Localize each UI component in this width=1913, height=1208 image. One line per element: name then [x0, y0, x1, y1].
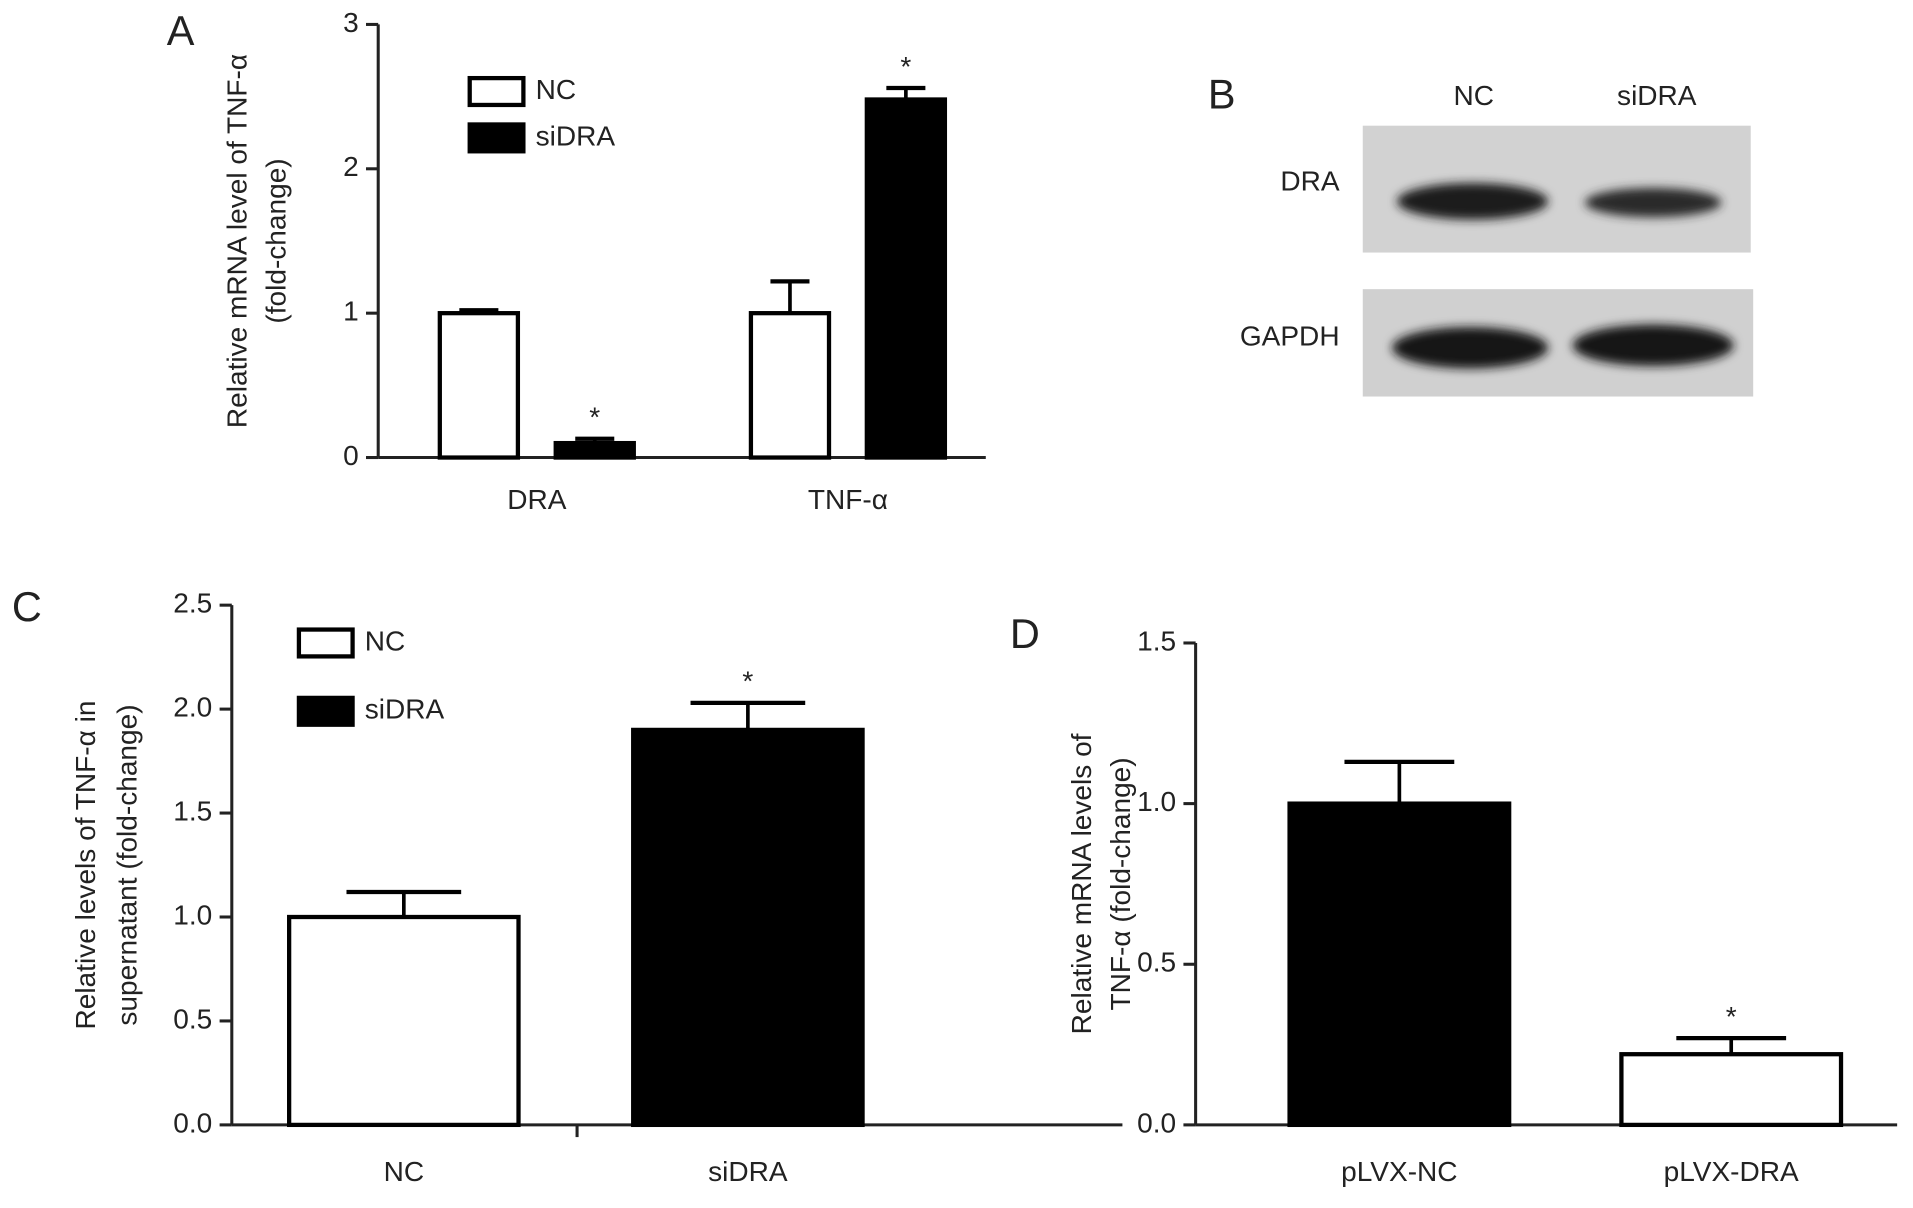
y-tick-label: 3	[343, 7, 359, 38]
legend-swatch	[467, 122, 526, 154]
x-tick-label: siDRA	[708, 1156, 788, 1187]
y-axis-label: Relative levels of TNF-α in	[70, 701, 101, 1030]
bar	[287, 914, 521, 1128]
y-tick-label: 0	[343, 440, 359, 471]
bar	[631, 727, 865, 1128]
significance: *	[589, 402, 600, 433]
x-tick-label: TNF-α	[808, 484, 888, 515]
bar	[1619, 1052, 1844, 1128]
y-tick-label: 1.0	[173, 899, 212, 930]
x-tick-label: pLVX-NC	[1341, 1156, 1457, 1187]
band	[1396, 183, 1549, 220]
legend-label: siDRA	[536, 120, 616, 151]
bar-chart: C Relative levels of TNF-α in supernatant …	[12, 583, 1123, 1187]
legend-label: NC	[365, 625, 406, 656]
y-tick-label: 0.0	[173, 1107, 212, 1138]
panel-label: D	[1010, 610, 1040, 657]
blot-panel: B NC siDRA DRA GAPDH	[1208, 71, 1754, 397]
legend-label: NC	[536, 74, 577, 105]
y-axis-label: Relative mRNA level of TNF-α	[222, 54, 253, 428]
band	[1584, 187, 1722, 218]
y-tick-label: 2.5	[173, 588, 212, 619]
x-tick-label: DRA	[507, 484, 567, 515]
legend-swatch	[296, 695, 355, 727]
panel-label: B	[1208, 71, 1236, 118]
y-tick-label: 0.5	[173, 1003, 212, 1034]
y-tick-label: 1.0	[1137, 786, 1176, 817]
bar	[864, 97, 948, 460]
lane-label: siDRA	[1617, 80, 1697, 111]
band	[1392, 326, 1549, 369]
significance: *	[900, 51, 911, 82]
significance: *	[1726, 1001, 1737, 1032]
y-tick-label: 1	[343, 296, 359, 327]
y-axis-label: supernatant (fold-change)	[112, 704, 143, 1025]
panel-label: C	[12, 583, 42, 630]
bar	[1287, 801, 1512, 1128]
significance: *	[742, 666, 753, 697]
panel-label: A	[167, 7, 195, 54]
y-tick-label: 0.0	[1137, 1107, 1176, 1138]
bar-chart: A Relative mRNA level of TNF-α (fold-chang…	[167, 7, 986, 515]
band	[1572, 324, 1734, 367]
legend-swatch	[296, 627, 355, 659]
row-label: DRA	[1280, 165, 1340, 196]
legend-label: siDRA	[365, 694, 445, 725]
lane-label: NC	[1454, 80, 1495, 111]
bar	[437, 311, 521, 460]
y-tick-label: 0.5	[1137, 947, 1176, 978]
legend-swatch	[467, 75, 526, 108]
bar	[748, 311, 832, 460]
y-tick-label: 2.0	[173, 692, 212, 723]
y-axis-label: (fold-change)	[261, 158, 292, 323]
row-label: GAPDH	[1240, 320, 1340, 351]
y-axis-label: TNF-α (fold-change)	[1105, 757, 1136, 1010]
bar-chart: D Relative mRNA levels of TNF-α (fold-chan…	[1010, 610, 1898, 1187]
bar	[553, 440, 636, 460]
y-tick-label: 1.5	[1137, 625, 1176, 656]
y-tick-label: 1.5	[173, 795, 212, 826]
x-tick-label: pLVX-DRA	[1664, 1156, 1799, 1187]
y-axis-label: Relative mRNA levels of	[1066, 733, 1097, 1034]
x-tick-label: NC	[384, 1156, 425, 1187]
y-tick-label: 2	[343, 151, 359, 182]
